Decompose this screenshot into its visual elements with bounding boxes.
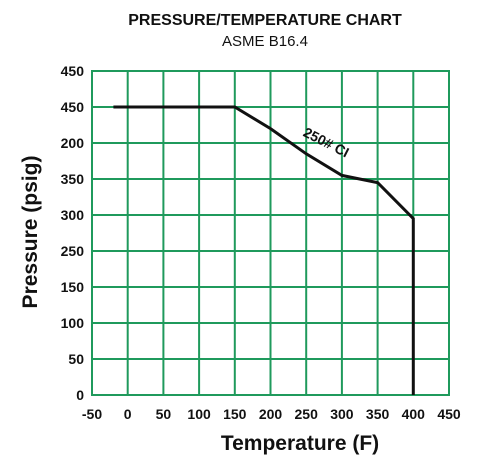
x-tick-label: 300	[330, 406, 354, 422]
y-axis-label: Pressure (psig)	[19, 156, 42, 309]
y-tick-label: 50	[68, 351, 84, 367]
y-tick-label: 350	[61, 171, 85, 187]
x-axis-label: Temperature (F)	[221, 432, 379, 455]
y-tick-label: 300	[61, 207, 85, 223]
x-tick-label: 50	[156, 406, 172, 422]
y-tick-label: 450	[61, 99, 85, 115]
x-tick-label: 100	[187, 406, 211, 422]
y-tick-label: 450	[61, 63, 85, 79]
y-tick-label: 100	[61, 315, 85, 331]
x-tick-label: 250	[295, 406, 319, 422]
x-tick-label: -50	[82, 406, 102, 422]
grid	[91, 70, 450, 396]
x-tick-label: 150	[223, 406, 247, 422]
y-tick-label: 250	[61, 243, 85, 259]
chart-title: PRESSURE/TEMPERATURE CHART	[128, 12, 402, 29]
y-tick-label: 0	[76, 387, 84, 403]
chart-subtitle: ASME B16.4	[222, 33, 308, 50]
y-tick-label: 200	[61, 135, 85, 151]
plot-frame	[91, 70, 450, 396]
x-tick-label: 400	[402, 406, 426, 422]
x-tick-label: 350	[366, 406, 390, 422]
x-tick-label: 0	[124, 406, 132, 422]
x-tick-label: 200	[259, 406, 283, 422]
tick-labels: -50 0 50 100 150 200 250 300 350 400 450 0 50 100 150 2…	[61, 63, 461, 422]
series	[113, 105, 415, 395]
x-tick-label: 450	[437, 406, 461, 422]
y-tick-label: 150	[61, 279, 85, 295]
series-line-0	[113, 105, 415, 395]
